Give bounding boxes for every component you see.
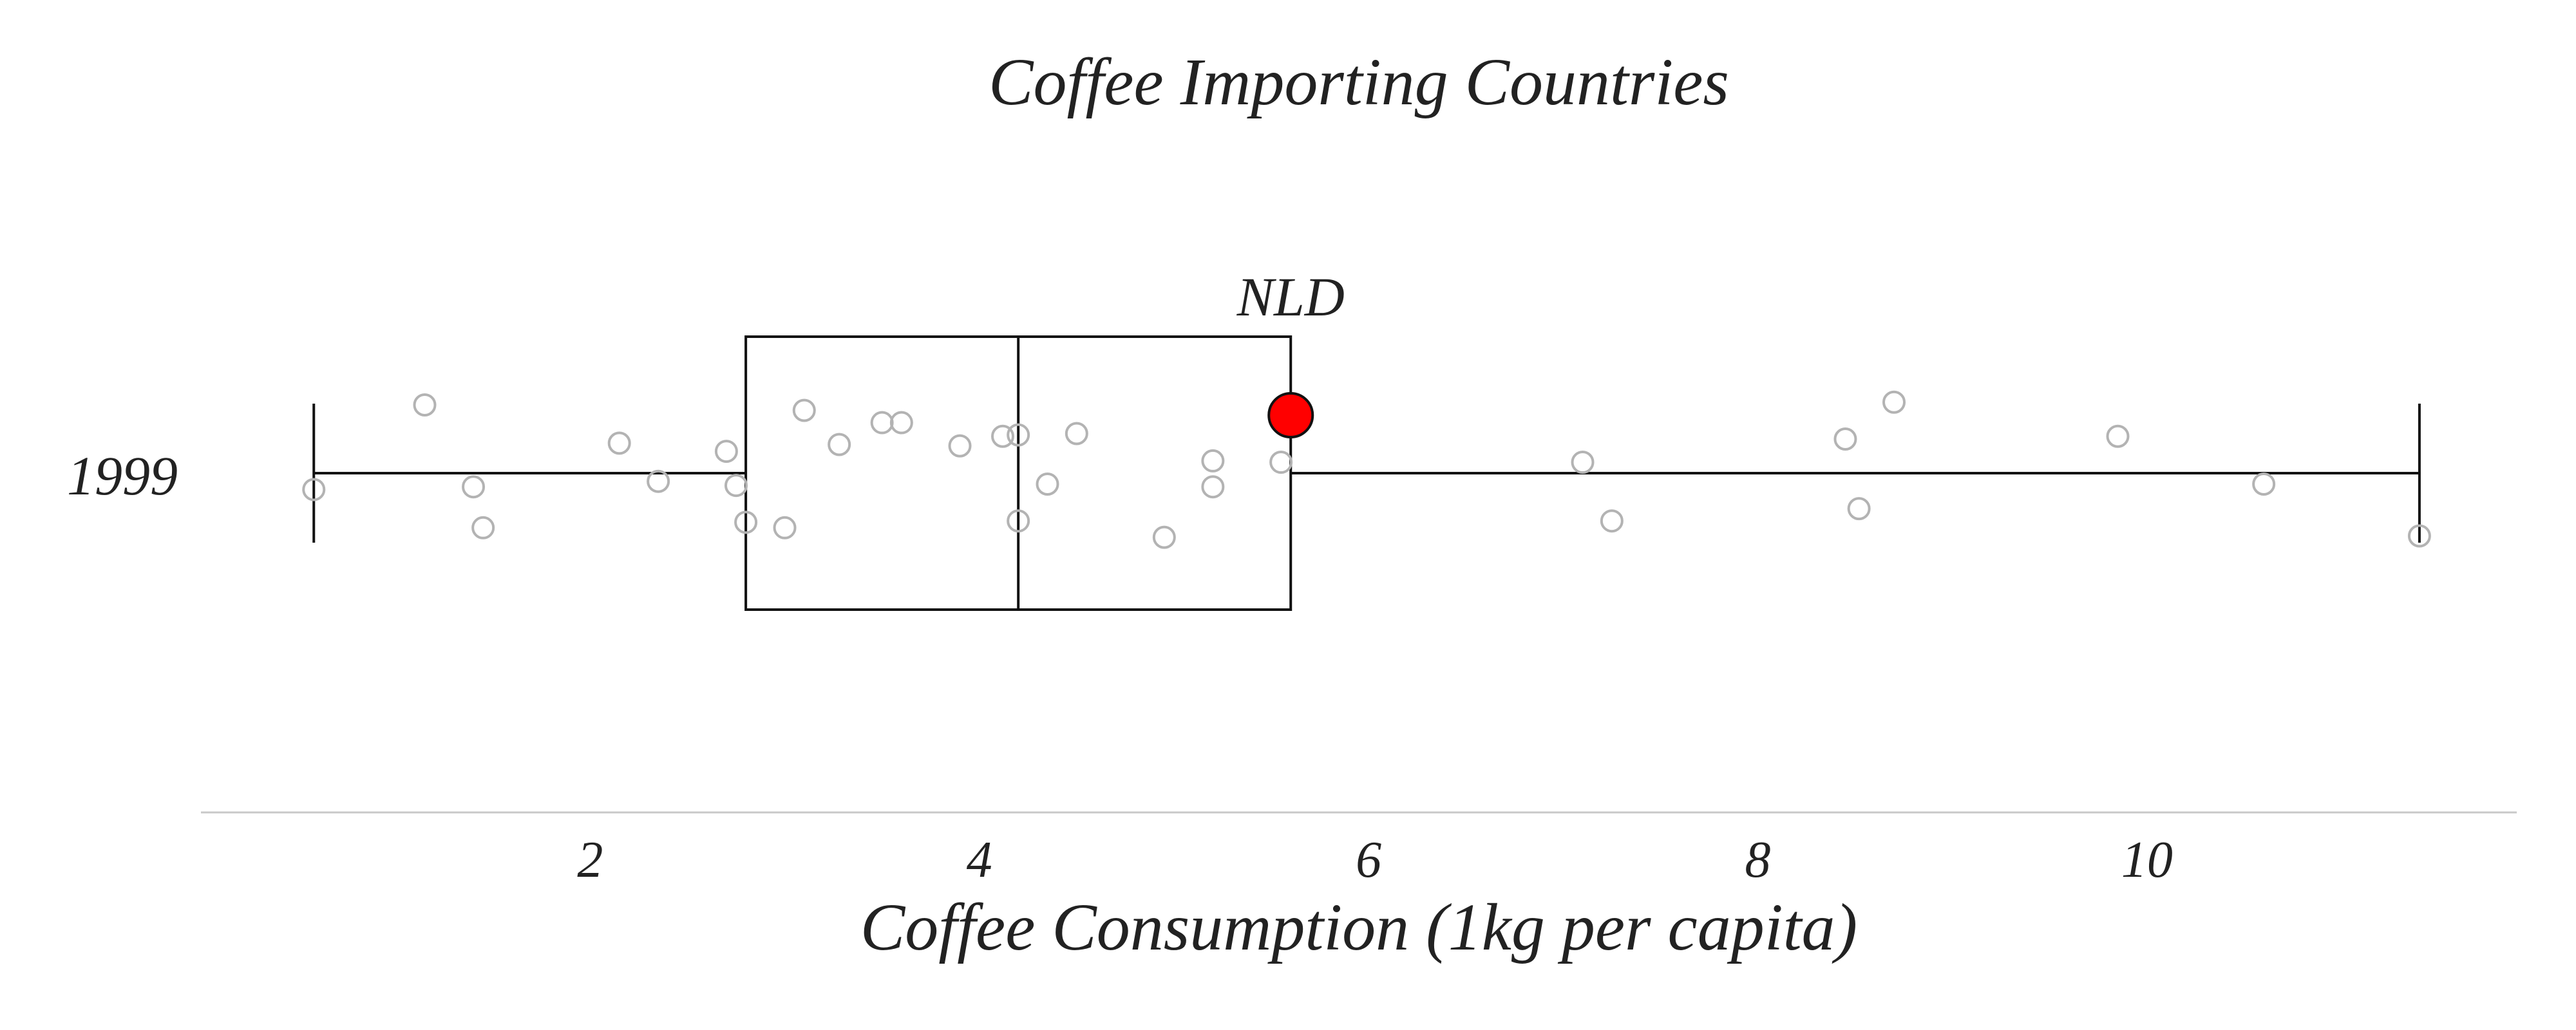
data-points bbox=[302, 390, 2431, 549]
data-point bbox=[724, 474, 748, 498]
x-tick-label: 4 bbox=[967, 832, 992, 888]
data-point bbox=[607, 431, 631, 455]
data-point bbox=[948, 434, 972, 458]
x-tick-label: 10 bbox=[2121, 832, 2173, 888]
chart-title: Coffee Importing Countries bbox=[989, 45, 1729, 119]
data-point bbox=[1036, 472, 1059, 496]
highlight-label-nld: NLD bbox=[1236, 266, 1345, 328]
data-point bbox=[870, 411, 894, 435]
x-tick-label: 2 bbox=[577, 832, 603, 888]
data-point bbox=[773, 516, 797, 539]
data-point bbox=[302, 478, 326, 501]
data-point bbox=[2106, 424, 2130, 448]
data-point bbox=[471, 516, 495, 539]
data-point bbox=[1201, 475, 1225, 499]
data-point bbox=[1847, 497, 1871, 521]
data-point bbox=[1269, 451, 1293, 474]
data-point bbox=[462, 475, 486, 499]
data-point bbox=[1007, 509, 1030, 533]
data-point bbox=[1201, 449, 1225, 473]
highlight-group: NLD bbox=[1236, 266, 1345, 438]
highlight-point-nld bbox=[1267, 392, 1314, 438]
data-point bbox=[889, 411, 913, 435]
data-point bbox=[1007, 423, 1030, 447]
data-point bbox=[714, 440, 738, 464]
x-tick-label: 6 bbox=[1356, 832, 1381, 888]
x-axis-ticks: 2 4 6 8 10 bbox=[577, 832, 2172, 888]
data-point bbox=[1833, 427, 1857, 451]
data-point bbox=[1882, 390, 1906, 414]
box-group bbox=[312, 335, 2421, 611]
data-point bbox=[2407, 524, 2431, 548]
x-axis-label: Coffee Consumption (1kg per capita) bbox=[860, 890, 1857, 964]
data-point bbox=[647, 469, 670, 493]
data-point bbox=[792, 398, 816, 422]
category-label-1999: 1999 bbox=[67, 445, 178, 507]
data-point bbox=[828, 433, 851, 456]
data-point bbox=[2252, 472, 2276, 496]
data-point bbox=[1571, 451, 1595, 474]
x-tick-label: 8 bbox=[1745, 832, 1770, 888]
data-point bbox=[1600, 509, 1624, 533]
data-point bbox=[991, 424, 1015, 448]
data-point bbox=[413, 393, 437, 417]
data-point bbox=[1065, 422, 1088, 445]
data-point bbox=[734, 510, 758, 534]
data-point bbox=[1152, 525, 1176, 549]
